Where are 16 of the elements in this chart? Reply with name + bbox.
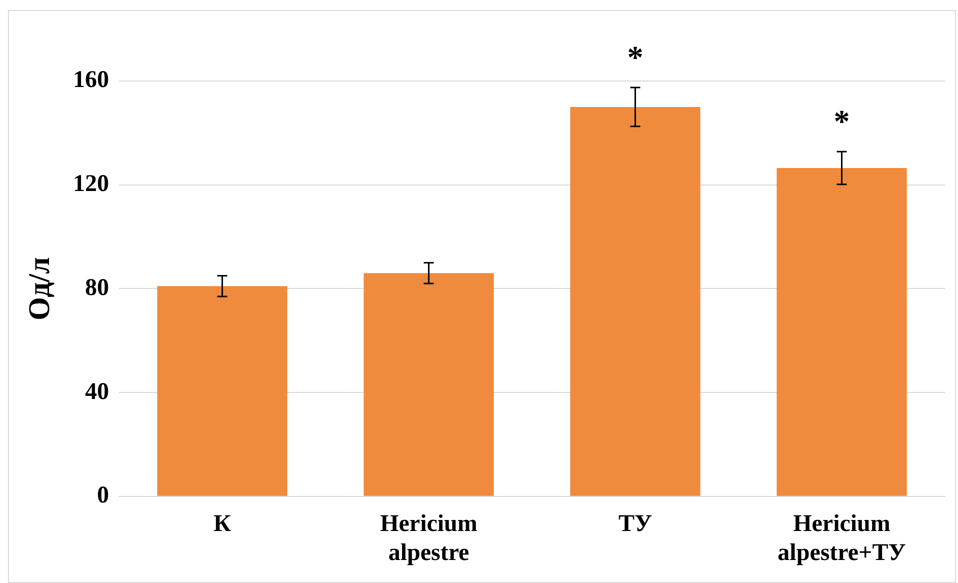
- y-axis-title: Од/л: [22, 256, 56, 320]
- y-tick-label: 0: [97, 482, 109, 509]
- text: *: [627, 38, 644, 75]
- x-tick-label: ТУ: [618, 511, 652, 538]
- bar: [570, 106, 700, 496]
- y-tick-label: 120: [73, 171, 109, 198]
- bar: [157, 286, 288, 496]
- x-tick-label: Hericium alpestre+ТУ: [778, 511, 906, 566]
- y-tick-label: 40: [85, 378, 109, 405]
- bar: [364, 273, 494, 496]
- x-tick-label: Hericium alpestre: [380, 511, 478, 566]
- bar: [776, 168, 907, 496]
- x-tick-label: К: [214, 511, 232, 538]
- annotation: *: [834, 102, 850, 139]
- y-tick-label: 160: [73, 67, 109, 94]
- y-tick-label: 80: [85, 274, 109, 301]
